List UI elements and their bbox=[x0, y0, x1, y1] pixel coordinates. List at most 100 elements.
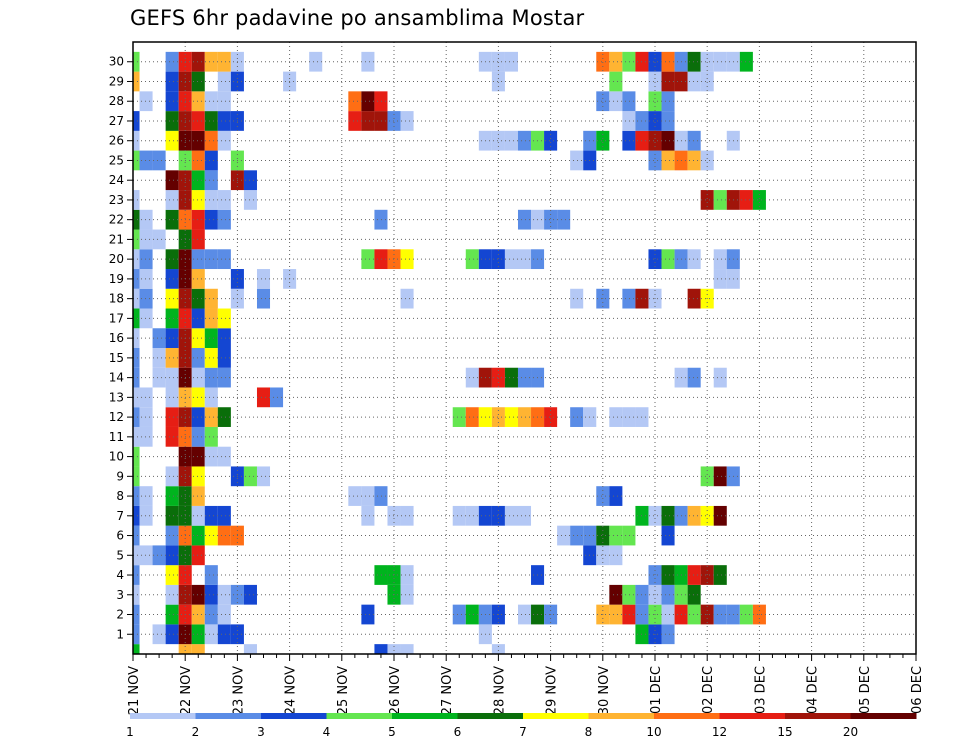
precip-cell bbox=[256, 288, 271, 309]
y-tick-label: 8 bbox=[116, 489, 124, 503]
precip-cell bbox=[713, 505, 727, 526]
precip-cell bbox=[204, 387, 218, 408]
precip-cell bbox=[191, 249, 205, 270]
precip-cell bbox=[544, 209, 558, 230]
precip-cell bbox=[465, 407, 479, 427]
precip-cell bbox=[648, 111, 662, 131]
precip-cell bbox=[139, 387, 153, 408]
precip-cell bbox=[387, 505, 401, 526]
precip-cell bbox=[687, 367, 701, 388]
precip-cell bbox=[191, 91, 205, 112]
precip-cell bbox=[648, 249, 662, 270]
precip-cell bbox=[191, 584, 205, 605]
precip-cell bbox=[165, 111, 179, 131]
precip-cell bbox=[217, 525, 231, 546]
precip-cell bbox=[570, 525, 584, 546]
precip-cell bbox=[491, 130, 505, 151]
precip-cell bbox=[491, 407, 505, 427]
precip-cell bbox=[700, 71, 714, 92]
precip-cell bbox=[217, 51, 231, 72]
precip-cell bbox=[361, 486, 375, 506]
precip-cell bbox=[713, 604, 727, 625]
precip-cell bbox=[661, 604, 675, 625]
x-tick-label: 24 NOV bbox=[284, 666, 299, 715]
precip-cell bbox=[152, 328, 166, 348]
precip-cell bbox=[133, 288, 140, 309]
colorbar-swatch bbox=[195, 713, 262, 719]
precip-cell bbox=[165, 505, 179, 526]
y-tick-label: 2 bbox=[116, 608, 124, 622]
precip-cell bbox=[491, 71, 505, 92]
precip-cell bbox=[204, 446, 218, 467]
precip-cell bbox=[191, 51, 205, 72]
colorbar-swatch bbox=[785, 713, 851, 719]
precip-cell bbox=[687, 505, 701, 526]
precip-cell bbox=[739, 190, 753, 210]
precip-cell bbox=[217, 111, 231, 131]
precip-cell bbox=[622, 51, 636, 72]
precip-cell bbox=[544, 130, 558, 151]
precip-cell bbox=[191, 486, 205, 506]
precip-cell bbox=[165, 170, 179, 191]
precip-cell bbox=[217, 367, 231, 388]
precip-cell bbox=[661, 150, 675, 171]
x-tick-label: 30 NOV bbox=[597, 666, 612, 715]
precip-cell bbox=[133, 71, 140, 92]
precip-cell bbox=[165, 565, 179, 585]
y-tick-label: 13 bbox=[109, 390, 124, 404]
precip-cell bbox=[133, 446, 140, 467]
precip-cell bbox=[661, 71, 675, 92]
precip-cell bbox=[243, 170, 257, 191]
precip-cell bbox=[204, 209, 218, 230]
precip-cell bbox=[191, 130, 205, 151]
precip-cell bbox=[348, 486, 362, 506]
precip-cell bbox=[374, 111, 388, 131]
precip-cell bbox=[374, 486, 388, 506]
y-tick-label: 5 bbox=[116, 548, 124, 562]
precip-cell bbox=[204, 584, 218, 605]
precip-cell bbox=[204, 170, 218, 191]
precip-cell bbox=[165, 269, 179, 289]
y-tick-label: 26 bbox=[109, 134, 124, 148]
precip-cell bbox=[687, 249, 701, 270]
colorbar-swatch bbox=[261, 713, 327, 719]
precip-cell bbox=[504, 51, 518, 72]
precip-cell bbox=[557, 525, 571, 546]
precip-cell bbox=[133, 249, 140, 270]
colorbar-label: 10 bbox=[646, 725, 661, 739]
precip-cell bbox=[661, 584, 675, 605]
precip-cell bbox=[204, 249, 218, 270]
precip-cell bbox=[139, 308, 153, 329]
precip-cell bbox=[361, 51, 375, 72]
colorbar-label: 7 bbox=[519, 725, 527, 739]
precip-cell bbox=[452, 505, 466, 526]
precip-cell bbox=[374, 209, 388, 230]
precip-cell bbox=[700, 565, 714, 585]
y-tick-label: 18 bbox=[109, 292, 124, 306]
precip-cell bbox=[204, 288, 218, 309]
precip-cell bbox=[361, 505, 375, 526]
precip-cell bbox=[400, 644, 414, 654]
precip-cell bbox=[243, 466, 257, 487]
precip-cell bbox=[139, 209, 153, 230]
precip-cell bbox=[191, 624, 205, 645]
colorbar-label: 15 bbox=[777, 725, 792, 739]
precip-cell bbox=[557, 209, 571, 230]
precip-cell bbox=[243, 584, 257, 605]
precip-cell bbox=[204, 565, 218, 585]
precip-cell bbox=[504, 249, 518, 270]
precip-cell bbox=[609, 51, 623, 72]
colorbar-label: 20 bbox=[843, 725, 858, 739]
precip-cell bbox=[133, 328, 140, 348]
y-tick-label: 24 bbox=[109, 173, 124, 187]
precip-cell bbox=[517, 209, 532, 230]
precip-cell bbox=[165, 71, 179, 92]
colorbar-label: 12 bbox=[712, 725, 727, 739]
precip-cell bbox=[139, 150, 153, 171]
colorbar-label: 2 bbox=[192, 725, 200, 739]
precip-cell bbox=[133, 604, 140, 625]
precip-cell bbox=[165, 348, 179, 368]
x-tick-label: 01 DEC bbox=[649, 666, 664, 714]
y-tick-label: 19 bbox=[109, 272, 124, 286]
x-tick-label: 23 NOV bbox=[231, 666, 246, 715]
